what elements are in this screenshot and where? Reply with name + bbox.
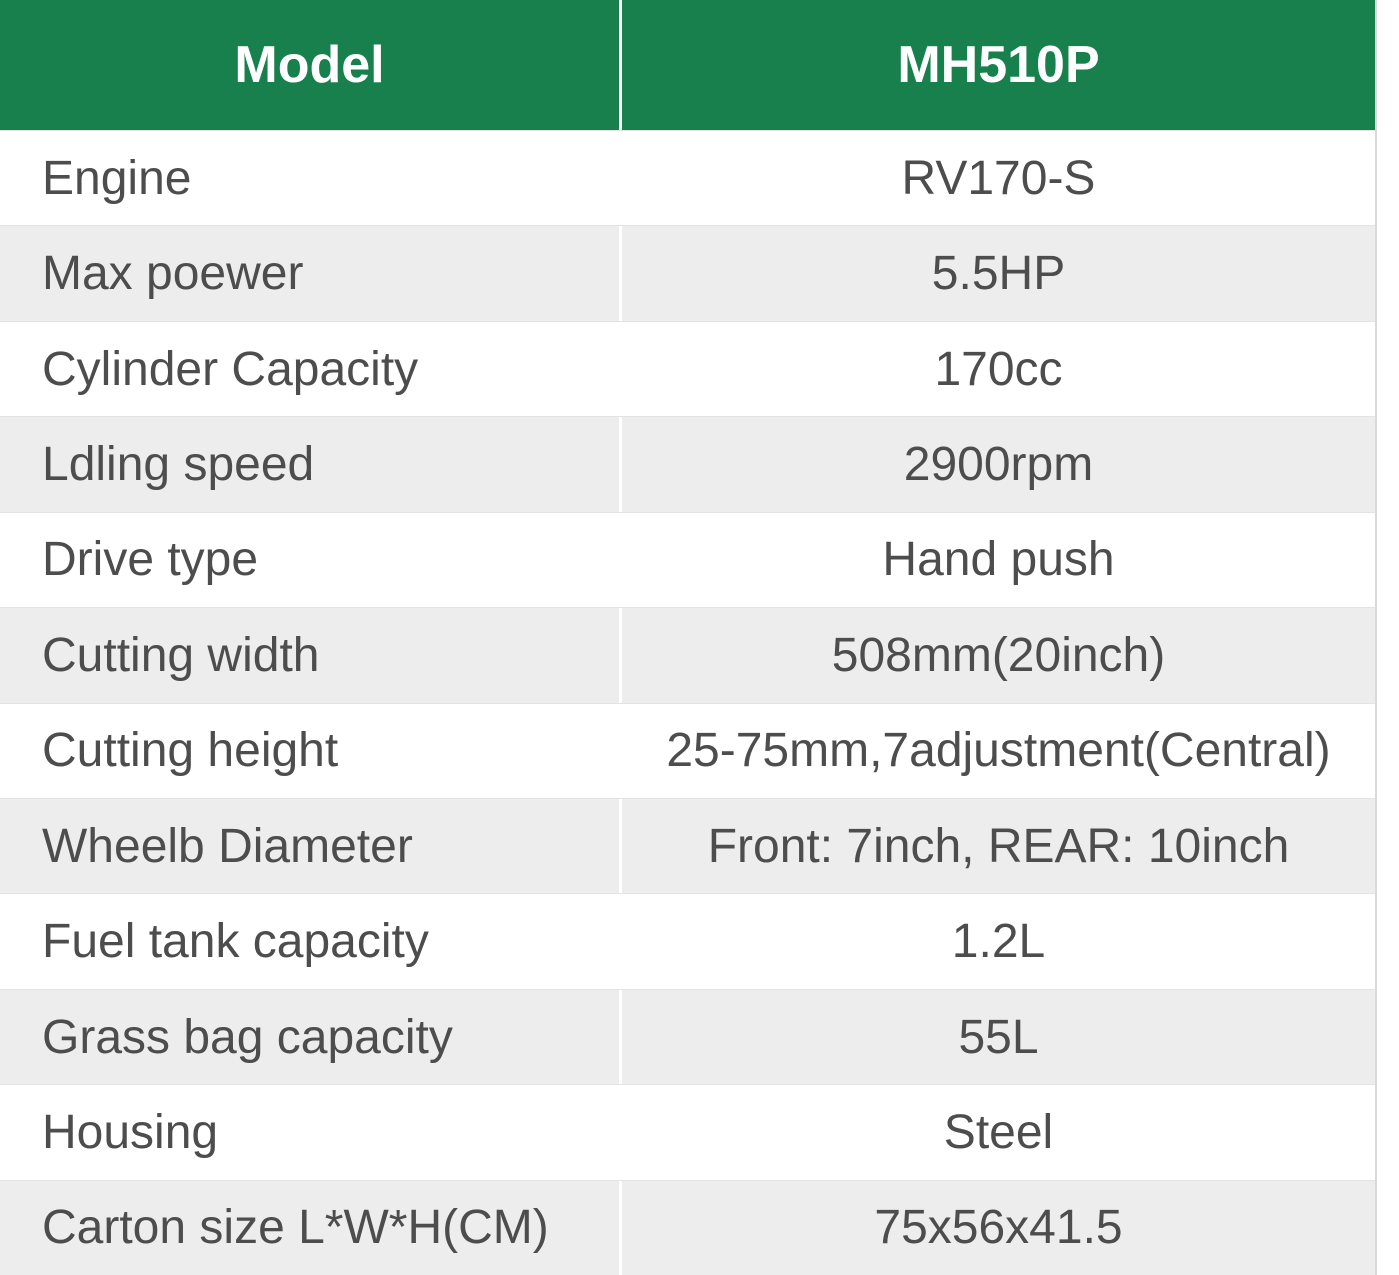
table-row-housing: Housing Steel bbox=[0, 1084, 1375, 1180]
spec-label: Wheelb Diameter bbox=[42, 819, 413, 873]
table-row-carton-size: Carton size L*W*H(CM) 75x56x41.5 bbox=[0, 1179, 1375, 1275]
spec-label-cell: Max poewer bbox=[0, 226, 622, 321]
spec-value: 2900rpm bbox=[903, 437, 1094, 491]
spec-value: RV170-S bbox=[901, 151, 1096, 205]
table-header-value-cell: MH510P bbox=[622, 0, 1375, 130]
table-row-drive-type: Drive type Hand push bbox=[0, 511, 1375, 608]
spec-value: 1.2L bbox=[951, 915, 1046, 969]
table-row-grass-bag-capacity: Grass bag capacity 55L bbox=[0, 988, 1375, 1085]
spec-value: 170cc bbox=[934, 342, 1063, 396]
spec-value: 5.5HP bbox=[931, 247, 1066, 301]
table-row-idling-speed: Ldling speed 2900rpm bbox=[0, 416, 1375, 512]
spec-label: Ldling speed bbox=[42, 437, 315, 491]
spec-label-cell: Cutting width bbox=[0, 608, 622, 703]
spec-label-cell: Fuel tank capacity bbox=[0, 894, 622, 989]
table-row-engine: Engine RV170-S bbox=[0, 130, 1375, 226]
table-row-cylinder-capacity: Cylinder Capacity 170cc bbox=[0, 320, 1375, 417]
spec-label: Fuel tank capacity bbox=[42, 915, 429, 969]
spec-label: Drive type bbox=[42, 533, 259, 587]
spec-label-cell: Carton size L*W*H(CM) bbox=[0, 1180, 622, 1275]
table-row-max-power: Max poewer 5.5HP bbox=[0, 225, 1375, 321]
spec-value: 25-75mm,7adjustment(Central) bbox=[666, 724, 1331, 778]
spec-value-cell: 25-75mm,7adjustment(Central) bbox=[622, 704, 1375, 798]
spec-label-cell: Engine bbox=[0, 131, 622, 226]
spec-label: Carton size L*W*H(CM) bbox=[42, 1201, 549, 1255]
spec-value: Steel bbox=[943, 1105, 1054, 1159]
spec-label: Housing bbox=[42, 1105, 219, 1159]
spec-label: Engine bbox=[42, 151, 192, 205]
spec-label-cell: Ldling speed bbox=[0, 417, 622, 512]
spec-value: 55L bbox=[958, 1010, 1039, 1064]
spec-value-cell: Steel bbox=[622, 1085, 1375, 1179]
spec-label: Grass bag capacity bbox=[42, 1010, 453, 1064]
spec-value-cell: 1.2L bbox=[622, 894, 1375, 988]
spec-label-cell: Grass bag capacity bbox=[0, 989, 622, 1085]
table-header-row: Model MH510P bbox=[0, 0, 1375, 130]
spec-value-cell: 55L bbox=[622, 990, 1375, 1084]
spec-value: Front: 7inch, REAR: 10inch bbox=[707, 819, 1290, 873]
spec-value-cell: 508mm(20inch) bbox=[622, 608, 1375, 702]
table-header-model-cell: Model bbox=[0, 0, 622, 130]
table-row-fuel-tank-capacity: Fuel tank capacity 1.2L bbox=[0, 893, 1375, 989]
spec-value: Hand push bbox=[882, 533, 1115, 587]
spec-value-cell: Hand push bbox=[622, 513, 1375, 607]
spec-value-cell: 5.5HP bbox=[622, 226, 1375, 320]
spec-label-cell: Drive type bbox=[0, 512, 622, 608]
spec-label: Cutting width bbox=[42, 628, 320, 682]
spec-value-cell: RV170-S bbox=[622, 131, 1375, 225]
spec-label-cell: Housing bbox=[0, 1085, 622, 1180]
table-header-model-label: Model bbox=[234, 36, 385, 94]
spec-value-cell: 75x56x41.5 bbox=[622, 1181, 1375, 1275]
table-row-cutting-height: Cutting height 25-75mm,7adjustment(Centr… bbox=[0, 702, 1375, 798]
spec-label-cell: Cutting height bbox=[0, 703, 622, 798]
table-row-cutting-width: Cutting width 508mm(20inch) bbox=[0, 607, 1375, 703]
spec-value: 75x56x41.5 bbox=[874, 1201, 1123, 1255]
spec-value-cell: 2900rpm bbox=[622, 417, 1375, 511]
spec-label: Cylinder Capacity bbox=[42, 342, 419, 396]
table-header-model-value: MH510P bbox=[897, 36, 1100, 94]
spec-label: Max poewer bbox=[42, 247, 304, 301]
spec-label-cell: Wheelb Diameter bbox=[0, 798, 622, 894]
spec-value-cell: 170cc bbox=[622, 322, 1375, 416]
spec-label-cell: Cylinder Capacity bbox=[0, 321, 622, 417]
table-row-wheel-diameter: Wheelb Diameter Front: 7inch, REAR: 10in… bbox=[0, 797, 1375, 894]
table-body: Engine RV170-S Max poewer 5.5HP Cylinder… bbox=[0, 130, 1375, 1275]
spec-label: Cutting height bbox=[42, 724, 339, 778]
spec-value-cell: Front: 7inch, REAR: 10inch bbox=[622, 799, 1375, 893]
spec-value: 508mm(20inch) bbox=[831, 628, 1166, 682]
